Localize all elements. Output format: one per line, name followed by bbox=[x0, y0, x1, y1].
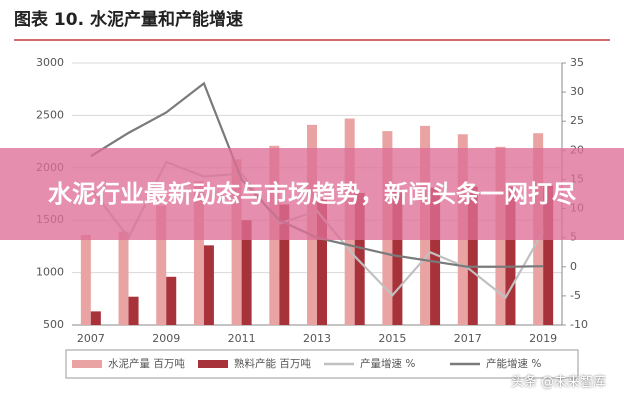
legend-label: 熟料产能 百万吨 bbox=[234, 357, 311, 370]
bar bbox=[241, 220, 252, 325]
bar bbox=[193, 181, 204, 325]
bar bbox=[156, 205, 167, 325]
x-tick-label: 2015 bbox=[378, 332, 406, 345]
legend-label: 水泥产量 百万吨 bbox=[108, 357, 185, 370]
y2-tick-label: 30 bbox=[570, 85, 584, 98]
bar bbox=[128, 296, 139, 325]
x-tick-label: 2019 bbox=[529, 332, 557, 345]
bar bbox=[543, 185, 554, 325]
y2-tick-label: 25 bbox=[570, 114, 584, 127]
legend-label: 产能增速 % bbox=[486, 357, 541, 370]
x-tick-label: 2011 bbox=[228, 332, 256, 345]
bar bbox=[231, 159, 242, 325]
watermark: 头条 @未来智库 bbox=[510, 375, 606, 390]
bar bbox=[467, 186, 478, 325]
banner: 水泥行业最新动态与市场趋势，新闻头条一网打尽 bbox=[0, 148, 624, 240]
legend-label: 产量增速 % bbox=[360, 357, 415, 370]
bar bbox=[430, 187, 441, 325]
y2-tick-label: -10 bbox=[570, 318, 588, 331]
x-tick-label: 2017 bbox=[454, 332, 482, 345]
bar bbox=[354, 192, 365, 325]
bar bbox=[90, 311, 101, 325]
x-tick-label: 2013 bbox=[303, 332, 331, 345]
banner-text: 水泥行业最新动态与市场趋势，新闻头条一网打尽 bbox=[48, 180, 576, 208]
legend-box bbox=[65, 349, 579, 379]
y2-tick-label: -5 bbox=[570, 289, 581, 302]
bar bbox=[203, 245, 214, 325]
bar bbox=[166, 276, 177, 325]
x-tick-label: 2007 bbox=[77, 332, 105, 345]
y-tick-label: 2500 bbox=[36, 108, 64, 121]
y-tick-label: 500 bbox=[43, 318, 64, 331]
legend-swatch bbox=[198, 360, 228, 368]
legend-swatch bbox=[72, 360, 102, 368]
y-tick-label: 3000 bbox=[36, 56, 64, 69]
chart-title: 图表 10. 水泥产量和产能增速 bbox=[14, 9, 243, 30]
bar bbox=[118, 231, 129, 325]
x-tick-label: 2009 bbox=[152, 332, 180, 345]
bar bbox=[317, 199, 327, 325]
y2-tick-label: 35 bbox=[570, 56, 584, 69]
bar bbox=[279, 204, 290, 325]
y2-tick-label: 0 bbox=[570, 260, 577, 273]
bar bbox=[505, 186, 516, 325]
y-tick-label: 1000 bbox=[36, 266, 64, 279]
bar bbox=[80, 234, 91, 325]
